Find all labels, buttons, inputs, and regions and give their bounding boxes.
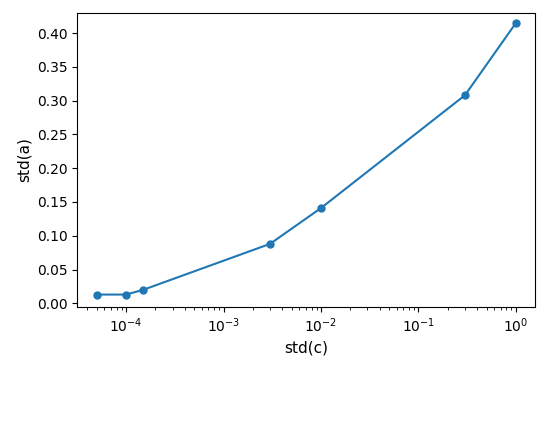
Y-axis label: std(a): std(a) bbox=[16, 137, 31, 182]
X-axis label: std(c): std(c) bbox=[284, 341, 328, 356]
